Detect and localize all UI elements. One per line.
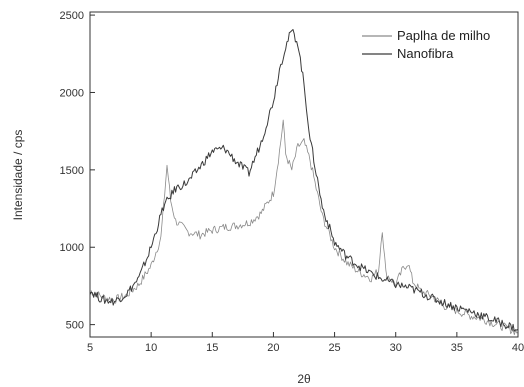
plot-frame	[89, 11, 519, 338]
x-tick-label: 10	[145, 342, 157, 354]
series-line-nanofibra	[89, 29, 519, 332]
x-tick-label: 35	[451, 342, 463, 354]
legend-label: Paplha de milho	[397, 28, 490, 43]
x-tick-label: 30	[390, 342, 402, 354]
x-tick-label: 5	[87, 342, 93, 354]
y-tick-label: 1000	[60, 242, 84, 254]
y-tick-label: 2000	[60, 87, 84, 99]
x-tick-label: 15	[206, 342, 218, 354]
legend-label: Nanofibra	[397, 46, 454, 61]
y-tick-label: 500	[66, 320, 84, 332]
x-tick-label: 25	[328, 342, 340, 354]
y-tick-label: 2500	[60, 10, 84, 22]
legend: Paplha de milho Nanofibra	[362, 28, 490, 61]
x-axis: 5 10 15 20 25 30 35 40	[87, 332, 524, 354]
y-axis: 500 1000 1500 2000 2500	[60, 10, 95, 332]
series-layer	[89, 29, 519, 336]
x-axis-title: 2θ	[297, 372, 311, 386]
x-tick-label: 40	[512, 342, 524, 354]
y-tick-label: 1500	[60, 165, 84, 177]
series-line-paplha-de-milho	[90, 119, 519, 336]
x-tick-label: 20	[267, 342, 279, 354]
y-axis-title: Intensidade / cps	[11, 130, 25, 221]
